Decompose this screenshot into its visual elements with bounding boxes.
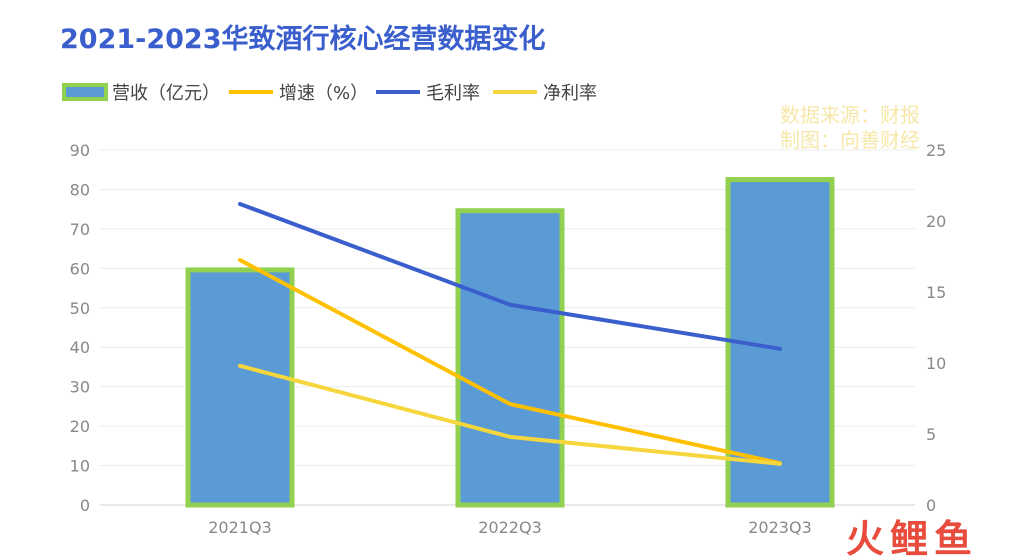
watermark-source: 数据来源：财报 bbox=[780, 103, 920, 127]
right-tick-label: 5 bbox=[926, 425, 936, 444]
right-tick-label: 0 bbox=[926, 496, 936, 515]
right-tick-label: 10 bbox=[926, 354, 946, 373]
left-tick-label: 20 bbox=[70, 417, 90, 436]
watermark-author: 制图：向善财经 bbox=[780, 128, 920, 152]
line-series-2 bbox=[238, 201, 782, 351]
line-series-3 bbox=[238, 363, 782, 466]
legend: 营收（亿元） 增速（%） 毛利率 净利率 bbox=[62, 83, 597, 104]
legend-label: 净利率 bbox=[543, 83, 597, 104]
legend-label: 毛利率 bbox=[426, 83, 480, 104]
right-tick-label: 15 bbox=[926, 283, 946, 302]
legend-swatch bbox=[62, 83, 108, 101]
legend-label: 增速（%） bbox=[279, 83, 368, 104]
line-series-1 bbox=[238, 258, 782, 466]
left-tick-label: 80 bbox=[70, 180, 90, 199]
x-tick-label: 2022Q3 bbox=[478, 518, 542, 537]
x-tick-label: 2021Q3 bbox=[208, 518, 272, 537]
bar-revenue-2022Q3 bbox=[455, 208, 565, 508]
watermark-logo: 火鲤鱼 bbox=[846, 517, 978, 560]
left-tick-label: 10 bbox=[70, 457, 90, 476]
left-tick-label: 70 bbox=[70, 220, 90, 239]
left-tick-label: 90 bbox=[70, 141, 90, 160]
line-series bbox=[238, 201, 782, 466]
bar-revenue-2021Q3 bbox=[185, 267, 295, 508]
left-tick-label: 50 bbox=[70, 299, 90, 318]
x-tick-label: 2023Q3 bbox=[748, 518, 812, 537]
x-axis: 2021Q3 2022Q3 2023Q3 bbox=[208, 518, 812, 537]
right-axis: 0 5 10 15 20 25 bbox=[926, 141, 946, 515]
left-tick-label: 0 bbox=[80, 496, 90, 515]
left-axis: 0 10 20 30 40 50 60 70 80 90 bbox=[70, 141, 90, 515]
left-tick-label: 60 bbox=[70, 259, 90, 278]
right-tick-label: 25 bbox=[926, 141, 946, 160]
legend-label: 营收（亿元） bbox=[112, 83, 220, 104]
left-tick-label: 40 bbox=[70, 338, 90, 357]
watermark: 数据来源：财报 制图：向善财经 火鲤鱼 bbox=[780, 103, 978, 560]
bar-series bbox=[185, 177, 835, 508]
left-tick-label: 30 bbox=[70, 378, 90, 397]
chart-title: 2021-2023华致酒行核心经营数据变化 bbox=[60, 23, 546, 55]
right-tick-label: 20 bbox=[926, 212, 946, 231]
